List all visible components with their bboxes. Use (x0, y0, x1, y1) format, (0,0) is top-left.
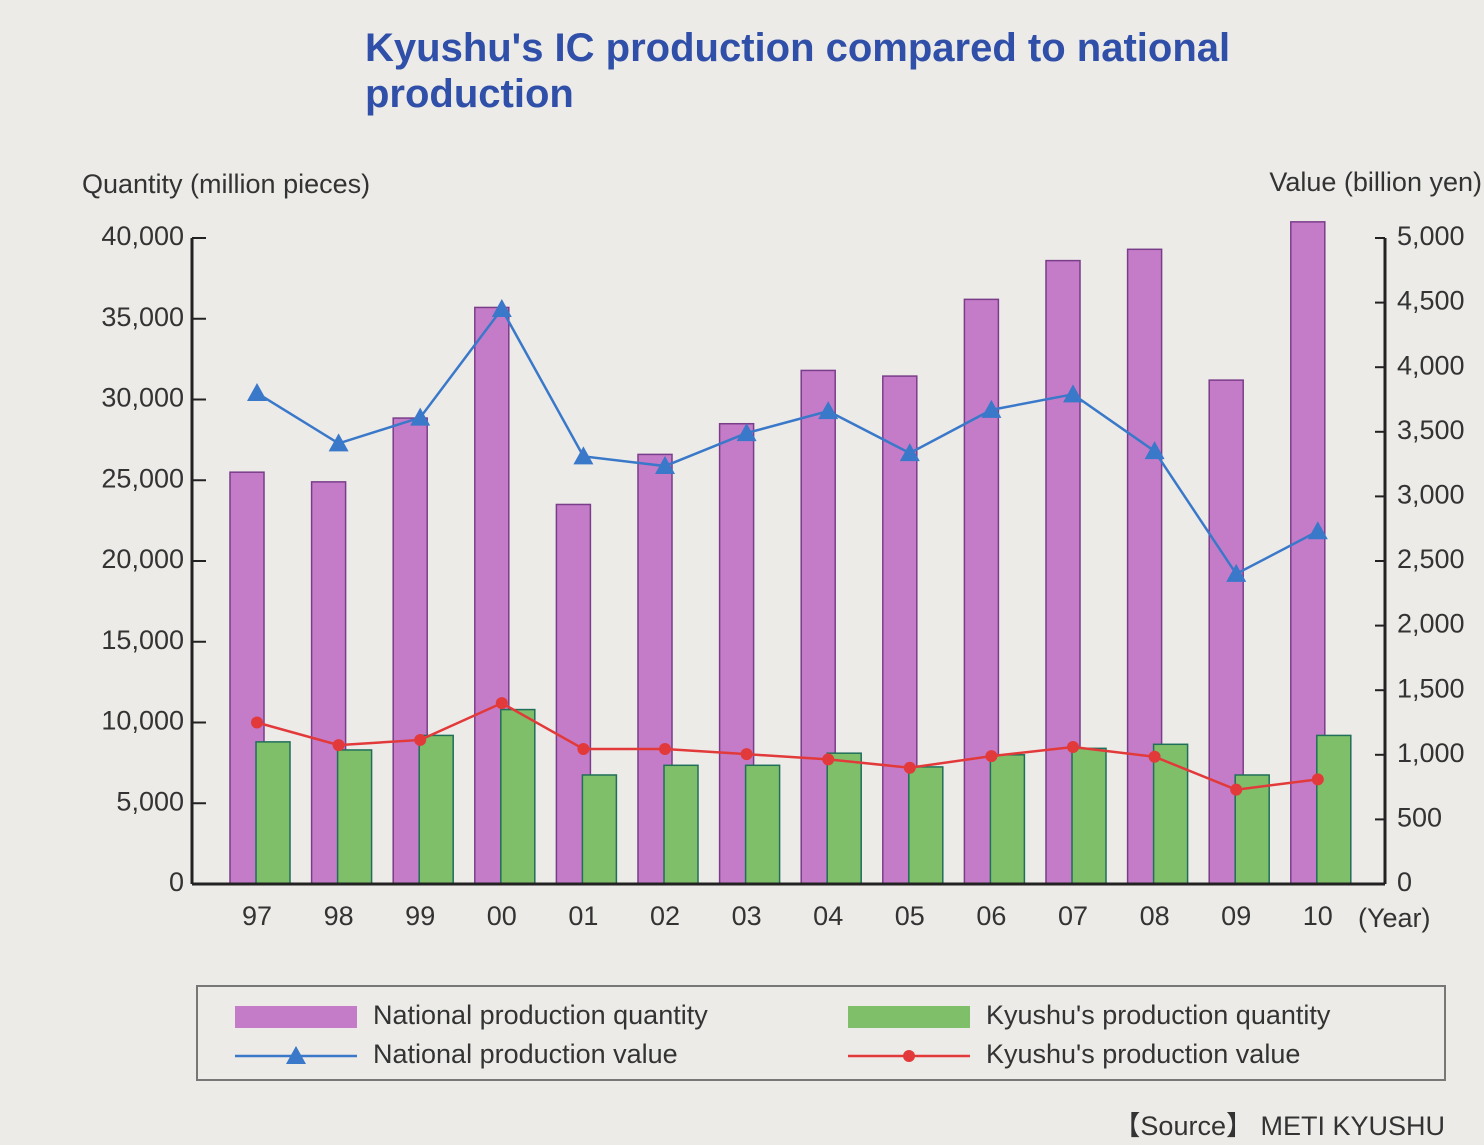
x-tick-label: 05 (895, 901, 925, 931)
bar (1316, 734, 1352, 885)
legend-marker (903, 1050, 915, 1062)
y2-tick-label: 2,000 (1397, 609, 1465, 639)
marker (1311, 773, 1324, 786)
bar (1045, 259, 1081, 885)
y-tick-label: 40,000 (101, 221, 184, 251)
marker (247, 383, 267, 402)
y2-tick-label: 500 (1397, 803, 1442, 833)
bar (826, 752, 862, 885)
legend-label: Kyushu's production value (986, 1039, 1300, 1069)
legend-swatch (848, 1006, 970, 1028)
bar (255, 741, 291, 885)
bar (336, 749, 373, 885)
y-tick-label: 20,000 (101, 544, 184, 574)
marker (899, 443, 920, 462)
legend-swatch (235, 1006, 357, 1028)
marker (573, 446, 594, 465)
x-tick-label: 08 (1140, 901, 1170, 931)
marker (736, 423, 757, 442)
y2-tick-label: 3,000 (1397, 480, 1465, 510)
marker (1307, 521, 1328, 540)
marker (1067, 741, 1079, 754)
marker (1148, 750, 1161, 763)
y2-axis-label: Value (billion yen) (1269, 167, 1482, 197)
y-tick-label: 35,000 (101, 302, 184, 332)
bar (500, 708, 536, 885)
marker (985, 750, 998, 763)
bar (989, 754, 1026, 885)
bar (744, 764, 781, 885)
bar (581, 774, 618, 885)
marker (1230, 783, 1243, 796)
x-tick-label: 04 (813, 901, 843, 931)
y-axis-label: Quantity (million pieces) (82, 169, 370, 199)
marker (1226, 563, 1247, 582)
x-tick-label: 02 (650, 901, 680, 931)
y2-tick-label: 3,500 (1397, 415, 1465, 445)
legend-label: National production value (373, 1039, 678, 1069)
marker (903, 761, 916, 774)
y2-tick-label: 4,000 (1397, 350, 1465, 380)
marker (822, 753, 835, 766)
legend-label: Kyushu's production quantity (986, 1000, 1331, 1030)
marker (414, 733, 427, 746)
marker (1144, 441, 1165, 460)
marker (328, 433, 349, 452)
y-tick-label: 15,000 (101, 625, 184, 655)
legend-label: National production quantity (373, 1000, 708, 1030)
bar (663, 764, 699, 885)
x-tick-label: 06 (976, 901, 1006, 931)
line (256, 306, 1319, 576)
y2-tick-label: 4,500 (1397, 286, 1465, 316)
x-tick-label: 10 (1303, 901, 1333, 931)
x-tick-label: 99 (405, 901, 435, 931)
marker (251, 716, 263, 729)
bar (418, 734, 454, 885)
y-tick-label: 25,000 (101, 463, 184, 493)
x-tick-label: 07 (1058, 901, 1088, 931)
y2-tick-label: 1,000 (1397, 738, 1465, 768)
x-tick-label: 01 (568, 901, 598, 931)
bar (1152, 743, 1189, 885)
y2-tick-label: 0 (1397, 867, 1412, 897)
marker (981, 399, 1002, 418)
marker (491, 299, 512, 318)
marker (332, 739, 345, 752)
marker (659, 742, 671, 755)
x-tick-label: 03 (732, 901, 762, 931)
marker (577, 742, 590, 755)
marker (655, 456, 675, 475)
legend-marker (286, 1046, 306, 1064)
y2-tick-label: 2,500 (1397, 544, 1465, 574)
x-tick-label: 09 (1221, 901, 1251, 931)
y-tick-label: 0 (169, 867, 184, 897)
title-line: production (365, 72, 574, 116)
source: 【Source】 METI KYUSHU (1113, 1111, 1445, 1141)
y-tick-label: 5,000 (116, 786, 184, 816)
marker (1063, 384, 1083, 403)
x-tick-label: 00 (487, 901, 517, 931)
y2-tick-label: 1,500 (1397, 673, 1465, 703)
bar (1071, 747, 1107, 885)
marker (740, 748, 753, 761)
x-tick-label: 98 (324, 901, 354, 931)
legend-box (196, 985, 1446, 1081)
bar (908, 766, 944, 885)
x-axis-label: (Year) (1358, 903, 1431, 933)
line (256, 701, 1318, 791)
y-tick-label: 10,000 (101, 706, 184, 736)
y-tick-label: 30,000 (101, 383, 184, 413)
y2-tick-label: 5,000 (1397, 221, 1465, 251)
marker (410, 407, 431, 426)
marker (818, 401, 839, 420)
title-line: Kyushu's IC production compared to natio… (365, 26, 1230, 70)
chart-title: Kyushu's IC production compared to natio… (365, 26, 1230, 116)
x-tick-label: 97 (242, 901, 272, 931)
marker (495, 697, 508, 710)
